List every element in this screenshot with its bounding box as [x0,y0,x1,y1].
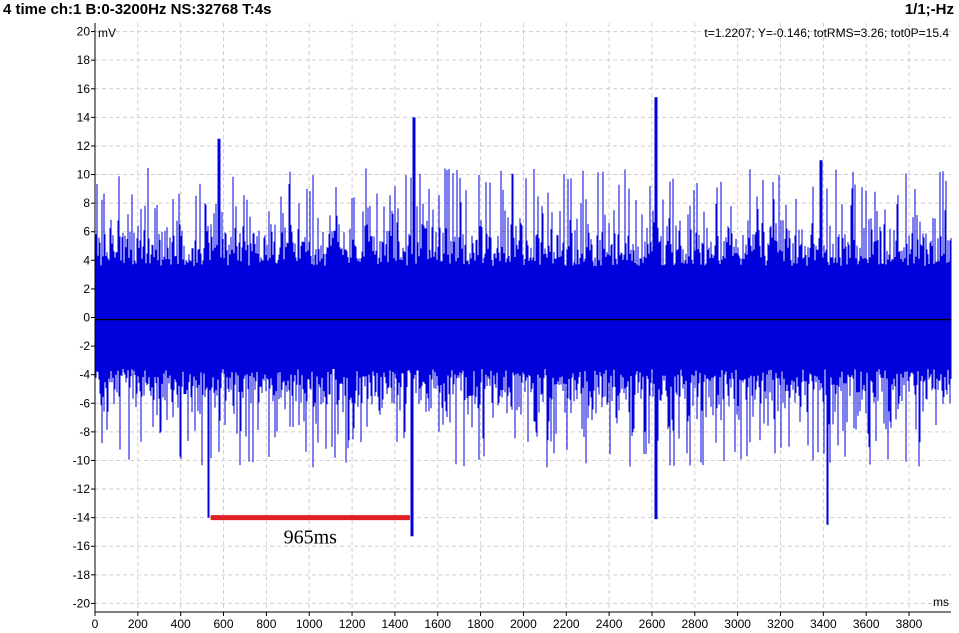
chart-header-title: 4 time ch:1 B:0-3200Hz NS:32768 T:4s [3,1,272,18]
x-tick-label: 1400 [382,617,409,631]
y-tick-label: -4 [79,368,90,382]
y-tick-label: 14 [77,110,91,124]
y-axis-unit-label: mV [98,26,116,40]
x-tick-label: 3600 [853,617,880,631]
y-tick-label: 4 [83,253,90,267]
x-tick-label: 2400 [596,617,623,631]
y-tick-label: 16 [77,82,91,96]
y-tick-label: -18 [73,568,91,582]
x-tick-label: 2000 [510,617,537,631]
x-tick-label: 2600 [639,617,666,631]
y-tick-label: -12 [73,482,91,496]
y-tick-label: -2 [79,339,90,353]
y-tick-label: -8 [79,425,90,439]
axes-layer: 20181614121086420-2-4-6-8-10-12-14-16-18… [73,23,951,631]
y-tick-label: -16 [73,539,91,553]
y-tick-label: -14 [73,511,91,525]
y-tick-label: 10 [77,168,91,182]
y-tick-label: 20 [77,25,91,39]
x-tick-label: 3400 [810,617,837,631]
x-tick-label: 3000 [724,617,751,631]
y-tick-label: -20 [73,596,91,610]
x-tick-label: 1600 [424,617,451,631]
y-tick-label: 0 [83,311,90,325]
x-tick-label: 600 [214,617,234,631]
y-tick-label: 8 [83,196,90,210]
x-tick-label: 0 [92,617,99,631]
x-tick-label: 1800 [467,617,494,631]
x-tick-label: 200 [128,617,148,631]
y-tick-label: 6 [83,225,90,239]
y-tick-label: -10 [73,453,91,467]
x-tick-label: 3200 [767,617,794,631]
chart-page-indicator: 1/1;-Hz [904,1,954,18]
x-tick-label: 1200 [339,617,366,631]
x-tick-label: 2200 [553,617,580,631]
cursor-readout: t=1.2207; Y=-0.146; totRMS=3.26; tot0P=1… [704,26,949,40]
x-tick-label: 400 [171,617,191,631]
x-axis-unit-label: ms [933,595,949,609]
y-tick-label: -6 [79,396,90,410]
x-tick-label: 800 [256,617,276,631]
x-tick-label: 1000 [296,617,323,631]
y-tick-label: 18 [77,53,91,67]
x-tick-label: 3800 [896,617,923,631]
x-tick-label: 2800 [681,617,708,631]
annotation-interval-label: 965ms [284,527,338,549]
y-tick-label: 2 [83,282,90,296]
y-tick-label: 12 [77,139,91,153]
